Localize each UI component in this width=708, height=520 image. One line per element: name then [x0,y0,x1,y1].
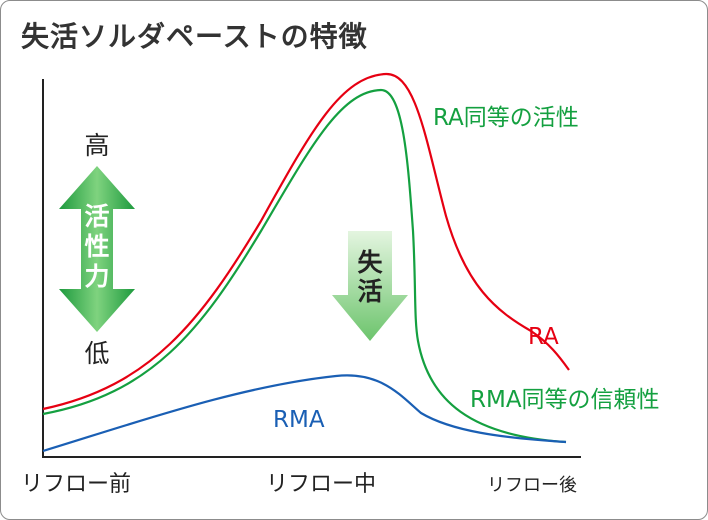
rma-equivalent-label: RMA同等の信頼性 [470,387,660,413]
deactivation-char-1: 失 [357,248,383,277]
x-label-before-reflow: リフロー前 [21,472,131,497]
ra-equivalent-curve [42,88,567,444]
diagram-title: 失活ソルダペーストの特徴 [21,20,368,53]
rma-label: RMA [273,407,325,433]
activity-high-label: 高 [84,131,109,160]
x-label-during-reflow: リフロー中 [266,472,376,497]
rma-curve [42,374,567,453]
deactivation-char-2: 活 [357,277,382,306]
deactivation-down-arrow-icon [332,231,408,341]
activity-title-char-3: 力 [84,262,109,291]
activity-double-arrow-icon [59,166,135,332]
ra-equivalent-label: RA同等の活性 [433,105,579,131]
ra-label: RA [528,324,559,350]
activity-low-label: 低 [84,339,109,368]
ra-curve [42,72,570,411]
activity-title-char-1: 活 [84,202,109,231]
activity-title-char-2: 性 [84,232,109,261]
x-label-after-reflow: リフロー後 [487,475,577,496]
